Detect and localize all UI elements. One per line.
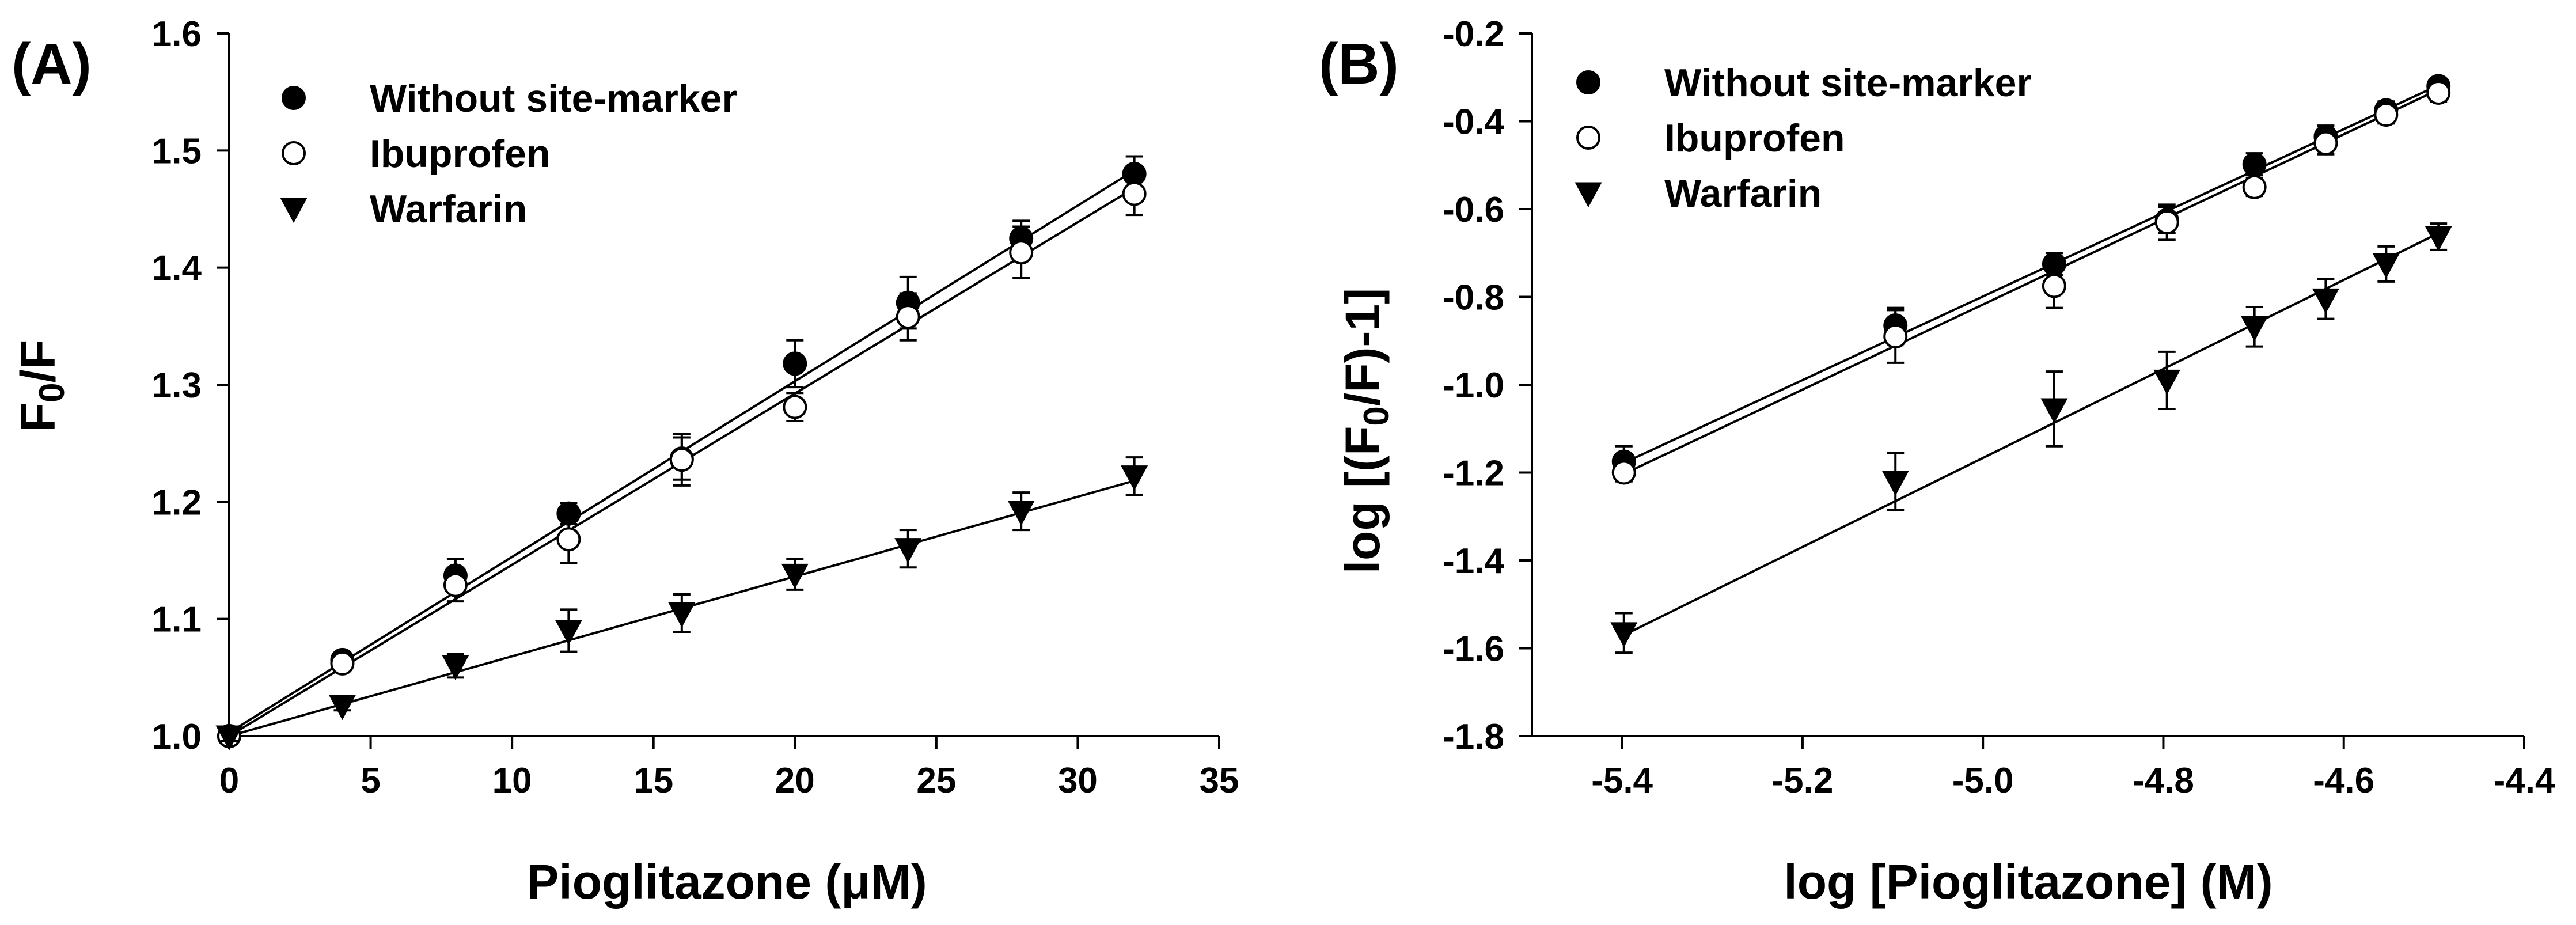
panel-b-data-point: [2242, 152, 2267, 177]
panel-a-data-point: [442, 655, 469, 681]
panel-a-y-axis-title: F0/F: [11, 340, 72, 432]
panel-b-data-point: [2374, 103, 2399, 127]
panel-a-chart: (A) 0 5 10 15 20 25 30 35 1.0 1.1 1.2 1.3 1.4 1.5 1.6 W…: [11, 14, 1239, 909]
panel-b-y-tick-label: -1.8: [1443, 717, 1504, 757]
panel-a-x-tick-label: 20: [775, 761, 815, 801]
panel-b-data-point: [2426, 80, 2451, 105]
panel-b-data-point: [2154, 210, 2179, 234]
panel-b-data-point: [1883, 324, 1908, 349]
panel-a-data-point: [783, 351, 807, 376]
panel-a-x-tick-label: 5: [361, 761, 380, 801]
panel-b-fit-line: [1623, 84, 2440, 464]
panel-b-legend-marker: [1576, 70, 1600, 94]
panel-a-x-axis-title: Pioglitazone (μM): [526, 855, 927, 909]
panel-b-y-tick-label: -0.4: [1443, 103, 1504, 142]
panel-b-x-axis-title: log [Pioglitazone] (M): [1784, 855, 2273, 909]
panel-a-x-tick-label: 15: [633, 761, 673, 801]
panel-a-data-point: [555, 620, 582, 646]
panel-a-legend-label: Warfarin: [370, 187, 527, 231]
panel-a-x-tick-label: 10: [492, 761, 532, 801]
panel-a-data-point: [556, 527, 581, 552]
panel-a-legend-marker: [282, 86, 306, 110]
panel-a-plot: 0 5 10 15 20 25 30 35 1.0 1.1 1.2 1.3 1.4 1.5 1.6 Witho…: [152, 14, 1239, 801]
panel-a-data-point: [443, 573, 468, 597]
panel-b-x-tick-label: -5.0: [1952, 761, 2014, 801]
panel-a-label: (A): [12, 32, 92, 96]
panel-b-y-tick-label: -0.6: [1443, 190, 1504, 230]
panel-b-y-tick-label: -1.2: [1443, 454, 1504, 494]
panel-b-data-point: [2425, 226, 2452, 252]
panel-b-chart: (B) -5.4 -5.2 -5.0 -4.8 -4.6 -4.4 -1.8 -1.6 -1.4…: [1319, 14, 2555, 909]
panel-b-y-tick-label: -1.0: [1443, 366, 1504, 405]
panel-a-data-point: [894, 538, 922, 563]
panel-a-y-tick-label: 1.6: [152, 14, 202, 54]
panel-b-data-point: [2313, 131, 2338, 156]
panel-b-fit-line: [1623, 232, 2440, 636]
panel-b-data-point: [2040, 398, 2068, 424]
panel-a-y-tick-label: 1.1: [152, 600, 202, 640]
panel-b-y-tick-label: -0.8: [1443, 278, 1504, 318]
panel-a-data-point: [215, 725, 243, 751]
panel-b-y-tick-label: -1.4: [1443, 541, 1504, 581]
panel-a-data-point: [783, 395, 807, 419]
panel-a-legend-label: Without site-marker: [370, 77, 737, 120]
panel-b-plot: -5.4 -5.2 -5.0 -4.8 -4.6 -4.4 -1.8 -1.6 -1.4 -1.2…: [1443, 14, 2555, 801]
panel-a-data-point: [1009, 240, 1034, 265]
panel-b-data-point: [1610, 622, 1638, 647]
panel-b-x-tick-label: -5.4: [1591, 761, 1653, 801]
panel-a-data-point: [896, 305, 920, 329]
panel-b-data-point: [2372, 253, 2400, 279]
panel-b-fit-line: [1623, 88, 2440, 475]
panel-b-data-point: [2242, 175, 2267, 199]
panel-b-data-point: [1611, 460, 1636, 485]
panel-a-x-tick-label: 0: [219, 761, 239, 801]
panel-a-y-tick-label: 1.3: [152, 366, 202, 405]
panel-b-legend-marker: [1576, 126, 1600, 150]
panel-a-legend-marker: [282, 141, 306, 165]
panel-a-data-point: [1007, 501, 1035, 526]
panel-b-x-tick-label: -4.6: [2313, 761, 2374, 801]
panel-b-legend-marker: [1575, 182, 1602, 208]
panel-a-data-point: [1121, 465, 1148, 491]
panel-a-data-point: [1122, 181, 1147, 206]
panel-b-x-tick-label: -5.2: [1771, 761, 1833, 801]
panel-a-y-tick-label: 1.0: [152, 717, 202, 757]
panel-b-x-tick-label: -4.4: [2494, 761, 2555, 801]
panel-b-legend-label: Warfarin: [1664, 172, 1822, 215]
panel-a-legend-marker: [280, 198, 308, 223]
panel-a-data-point: [330, 651, 355, 676]
panel-a-y-tick-label: 1.5: [152, 131, 202, 171]
panel-b-data-point: [2241, 316, 2268, 342]
panel-a-data-point: [781, 563, 809, 589]
panel-a-x-tick-label: 30: [1058, 761, 1098, 801]
panel-b-data-point: [2153, 369, 2181, 395]
panel-b-x-tick-label: -4.8: [2133, 761, 2194, 801]
panel-b-y-tick-label: -1.6: [1443, 630, 1504, 669]
panel-b-data-point: [2312, 288, 2339, 314]
panel-a-y-tick-label: 1.4: [152, 249, 202, 289]
panel-a-legend-label: Ibuprofen: [370, 132, 551, 176]
panel-b-y-tick-label: -0.2: [1443, 14, 1504, 54]
panel-b-legend-label: Without site-marker: [1664, 61, 2032, 105]
panel-b-label: (B): [1319, 32, 1399, 96]
panel-b-data-point: [1881, 471, 1909, 496]
panel-a-data-point: [328, 695, 356, 721]
panel-b-y-axis-title: log [(F0/F)-1]: [1336, 288, 1397, 574]
panel-a-x-tick-label: 25: [916, 761, 956, 801]
panel-b-data-point: [2042, 274, 2066, 298]
panel-a-data-point: [668, 602, 696, 628]
panel-b-legend-label: Ibuprofen: [1664, 116, 1845, 160]
panel-a-x-tick-label: 35: [1200, 761, 1239, 801]
panel-a-data-point: [669, 448, 694, 472]
panel-a-y-tick-label: 1.2: [152, 483, 202, 522]
